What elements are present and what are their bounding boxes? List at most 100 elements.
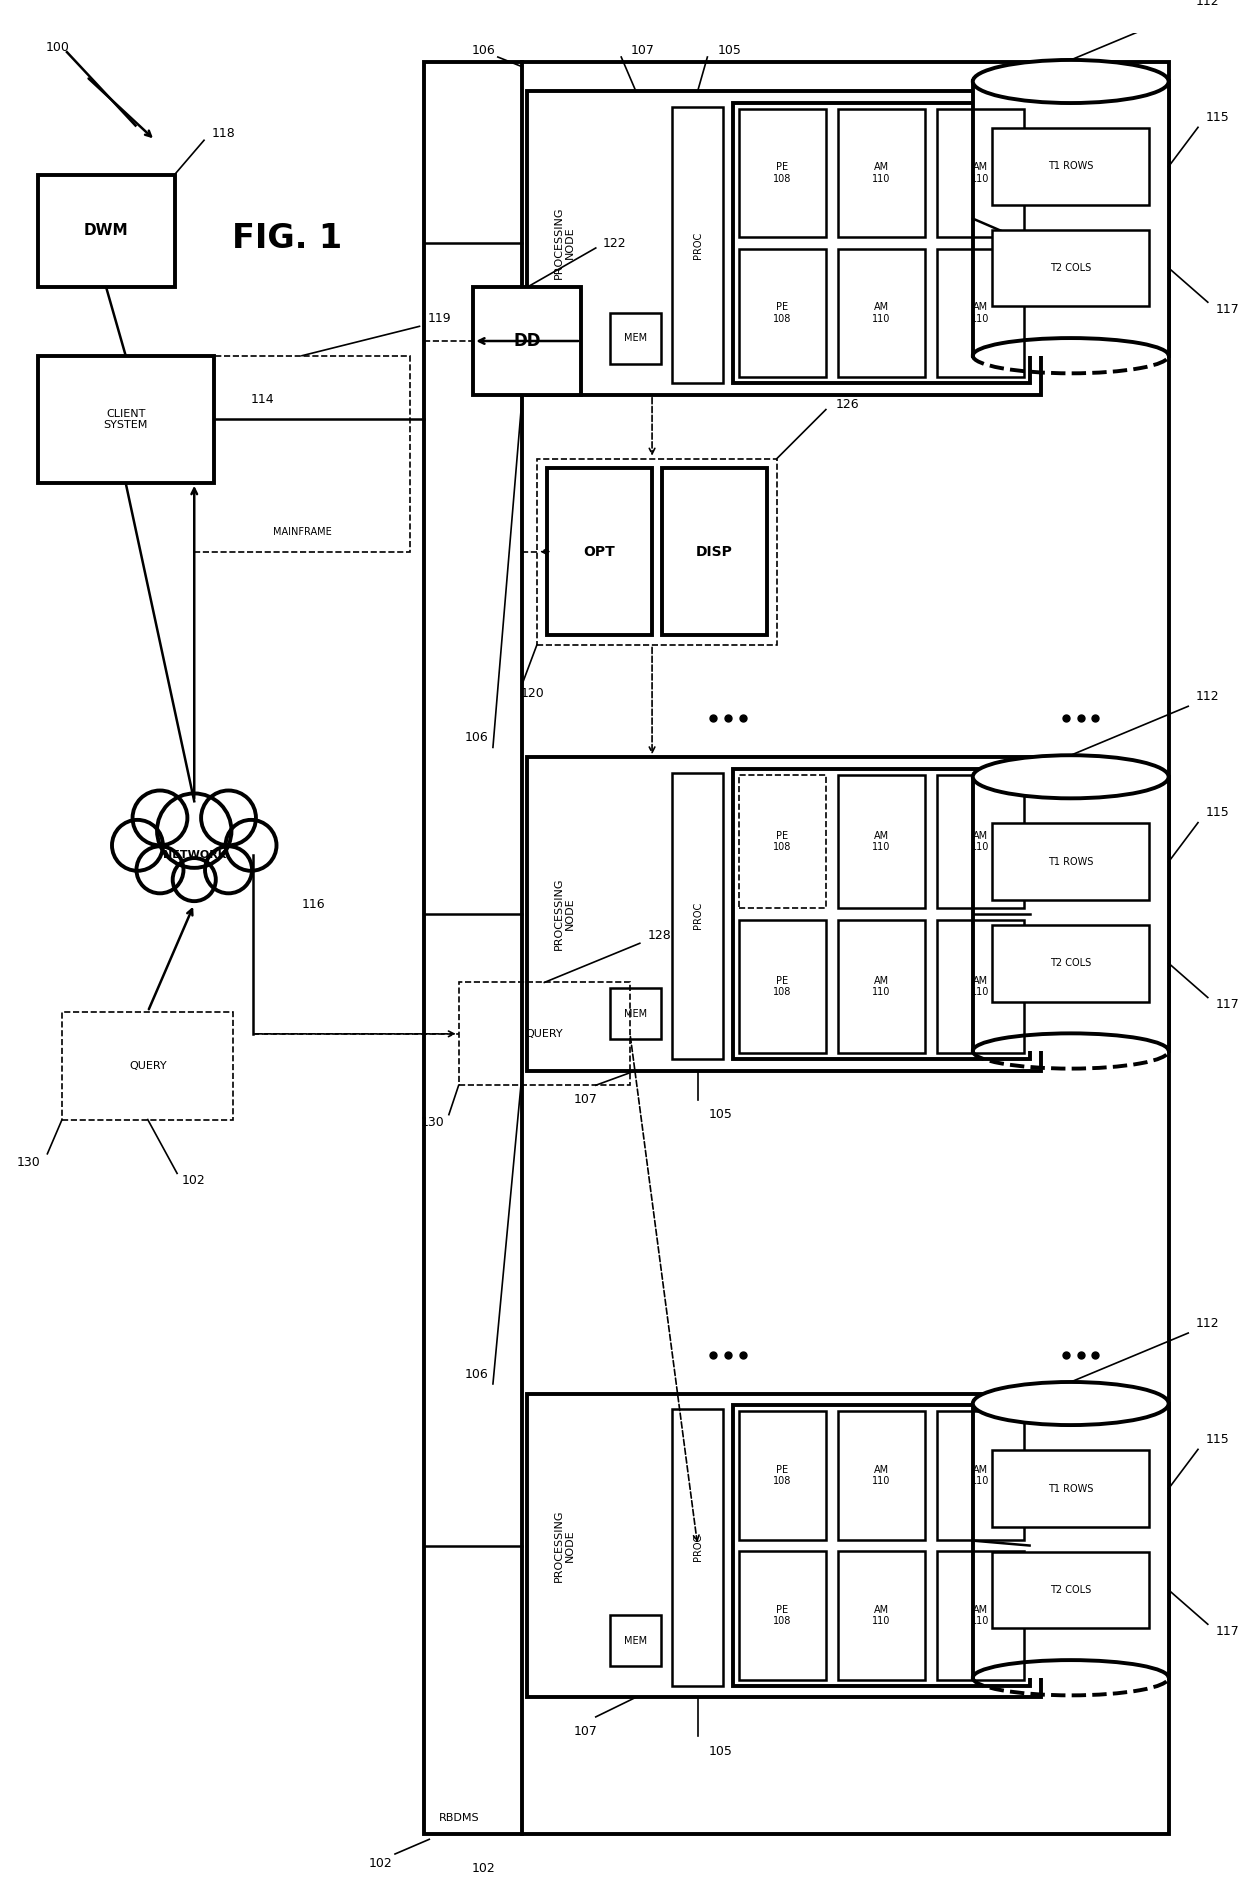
Bar (739, 250, 826, 377)
Text: AM
110: AM 110 (971, 302, 990, 325)
Text: T2 COLS: T2 COLS (1050, 959, 1091, 969)
Bar (936, 1552, 1024, 1680)
Text: PROCESSING
NODE: PROCESSING NODE (553, 206, 575, 280)
Text: AM
110: AM 110 (872, 976, 890, 997)
Bar (992, 1552, 1149, 1629)
Text: PROC: PROC (693, 1534, 703, 1562)
Bar (62, 1012, 233, 1119)
Bar (662, 469, 768, 634)
Text: AM
110: AM 110 (971, 161, 990, 184)
Text: 117: 117 (1215, 999, 1240, 1012)
Text: AM
110: AM 110 (971, 1464, 990, 1487)
Bar (739, 920, 826, 1053)
Circle shape (205, 847, 252, 893)
Text: 105: 105 (708, 1107, 733, 1121)
Text: NETWORK: NETWORK (162, 850, 226, 860)
Circle shape (133, 790, 187, 845)
Text: PE
108: PE 108 (773, 976, 791, 997)
Text: 112: 112 (1197, 0, 1220, 8)
Text: FIG. 1: FIG. 1 (232, 221, 342, 255)
Text: AM
110: AM 110 (872, 832, 890, 852)
Text: T1 ROWS: T1 ROWS (1048, 161, 1094, 171)
Text: PROCESSING
NODE: PROCESSING NODE (553, 878, 575, 950)
Bar (672, 107, 723, 383)
Bar (936, 109, 1024, 237)
Text: CLIENT
SYSTEM: CLIENT SYSTEM (103, 409, 148, 430)
Bar (537, 458, 777, 644)
Bar (527, 92, 1042, 394)
Text: AM
110: AM 110 (872, 1605, 890, 1625)
Text: AM
110: AM 110 (872, 1464, 890, 1487)
Circle shape (172, 858, 216, 901)
Text: 120: 120 (521, 687, 544, 700)
Text: PE
108: PE 108 (773, 1464, 791, 1487)
Bar (195, 357, 409, 552)
Bar (739, 1552, 826, 1680)
Text: RBDMS: RBDMS (439, 1813, 480, 1823)
Text: MAINFRAME: MAINFRAME (273, 527, 331, 537)
Text: 122: 122 (603, 237, 626, 250)
Bar (838, 1552, 925, 1680)
Text: AM
110: AM 110 (971, 1605, 990, 1625)
Text: MEM: MEM (625, 332, 647, 343)
Bar (973, 81, 1168, 357)
Text: PROC: PROC (693, 903, 703, 929)
Bar (739, 1412, 826, 1539)
Text: 126: 126 (836, 398, 859, 411)
Bar (739, 109, 826, 237)
Text: PROC: PROC (693, 231, 703, 259)
Circle shape (112, 820, 162, 871)
Bar (733, 770, 1029, 1059)
Text: 107: 107 (631, 43, 655, 56)
Text: 106: 106 (465, 732, 489, 743)
Bar (527, 1395, 1042, 1697)
Ellipse shape (973, 1381, 1168, 1425)
Circle shape (157, 794, 232, 867)
Bar (838, 775, 925, 908)
Text: 115: 115 (1205, 111, 1230, 124)
Bar (37, 175, 175, 287)
Bar (838, 920, 925, 1053)
Text: AM
110: AM 110 (971, 976, 990, 997)
Bar (992, 925, 1149, 1002)
Text: OPT: OPT (584, 544, 615, 559)
Bar (547, 469, 652, 634)
Text: AM
110: AM 110 (872, 302, 890, 325)
Bar (973, 777, 1168, 1051)
Text: MEM: MEM (625, 1008, 647, 1019)
Text: 117: 117 (1215, 1625, 1240, 1637)
Text: 102: 102 (182, 1173, 206, 1186)
Text: T1 ROWS: T1 ROWS (1048, 856, 1094, 867)
Text: MEM: MEM (625, 1635, 647, 1646)
Bar (992, 229, 1149, 306)
Text: DWM: DWM (84, 223, 129, 238)
Bar (838, 250, 925, 377)
Text: 117: 117 (1215, 302, 1240, 315)
Text: PROCESSING
NODE: PROCESSING NODE (553, 1509, 575, 1582)
Text: 102: 102 (471, 1862, 495, 1875)
Ellipse shape (973, 60, 1168, 103)
Text: PE
108: PE 108 (773, 302, 791, 325)
Bar (459, 982, 630, 1085)
Bar (936, 775, 1024, 908)
Text: 106: 106 (465, 1368, 489, 1381)
Text: 107: 107 (574, 1094, 598, 1106)
Bar (838, 1412, 925, 1539)
Ellipse shape (973, 755, 1168, 798)
Text: T2 COLS: T2 COLS (1050, 263, 1091, 272)
Bar (733, 1406, 1029, 1686)
Circle shape (226, 820, 277, 871)
Text: T1 ROWS: T1 ROWS (1048, 1483, 1094, 1494)
Text: 112: 112 (1197, 1318, 1220, 1329)
Bar (610, 989, 661, 1040)
Text: 102: 102 (368, 1858, 392, 1869)
Bar (936, 920, 1024, 1053)
Text: DISP: DISP (696, 544, 733, 559)
Text: 105: 105 (717, 43, 742, 56)
Text: PE
108: PE 108 (773, 161, 791, 184)
Circle shape (136, 847, 184, 893)
Text: QUERY: QUERY (129, 1061, 166, 1070)
Bar (936, 1412, 1024, 1539)
Bar (672, 773, 723, 1059)
Bar (424, 62, 1168, 1834)
